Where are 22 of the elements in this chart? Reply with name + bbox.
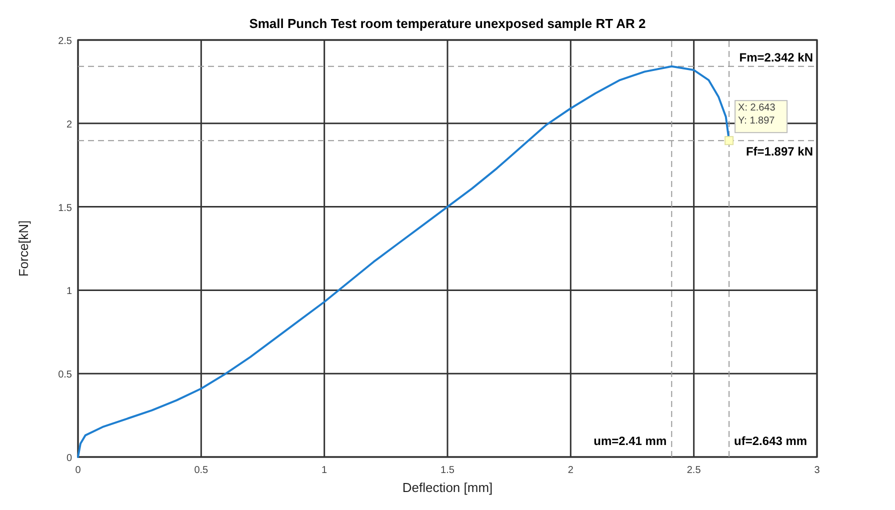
x-tick-label: 0 xyxy=(75,465,82,476)
x-tick-label: 2 xyxy=(568,465,574,476)
y-tick-label: 1.5 xyxy=(58,202,72,214)
ref-line-label: um=2.41 mm xyxy=(594,434,667,448)
y-tick-label: 2.5 xyxy=(58,36,72,47)
y-axis-title: Force[kN] xyxy=(16,220,31,277)
x-tick-label: 3 xyxy=(814,465,820,476)
ref-line-label: Ff=1.897 kN xyxy=(746,144,813,159)
x-tick-label: 1 xyxy=(322,465,328,476)
ref-line-label: uf=2.643 mm xyxy=(734,434,808,448)
y-tick-label: 2 xyxy=(66,119,72,130)
x-tick-label: 1.5 xyxy=(440,465,455,476)
y-tick-label: 0 xyxy=(66,453,72,464)
chart-title: Small Punch Test room temperature unexposed sample RT AR 2 xyxy=(249,16,646,31)
x-axis-title: Deflection [mm] xyxy=(402,480,493,495)
annotation: X: 2.643 xyxy=(738,102,776,114)
y-tick-label: 0.5 xyxy=(58,370,72,381)
y-tick-label: 1 xyxy=(66,286,72,298)
x-tick-label: 0.5 xyxy=(194,465,209,476)
annotation: Y: 1.897 xyxy=(738,116,776,127)
ref-line-label: Fm=2.342 kN xyxy=(739,50,813,64)
x-tick-label: 2.5 xyxy=(686,465,702,476)
